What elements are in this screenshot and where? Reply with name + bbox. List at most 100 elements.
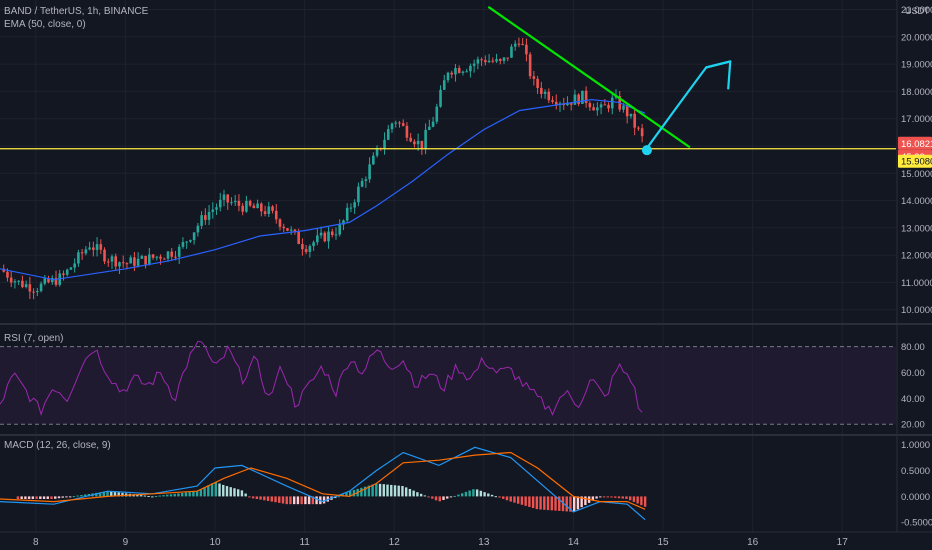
candle-body [375, 147, 379, 156]
macd-line [0, 446, 646, 521]
candle-body [349, 207, 353, 209]
candle-body [622, 105, 625, 110]
time-tick-label: 9 [123, 537, 129, 548]
candle-body [114, 256, 118, 267]
macd-histogram-bar [531, 496, 535, 509]
rsi-tick-label: 20.00 [901, 420, 925, 431]
macd-histogram-bar [214, 482, 217, 497]
ema-indicator-label[interactable]: EMA (50, close, 0) [4, 19, 86, 30]
macd-histogram-bar [39, 496, 42, 499]
macd-histogram-bar [248, 496, 251, 498]
candle-body [230, 202, 233, 204]
rsi-band-fill [0, 346, 896, 425]
macd-histogram-bar [166, 494, 169, 497]
candle-body [151, 254, 155, 258]
candle-body [487, 60, 491, 63]
candle-body [148, 254, 151, 265]
candle-body [155, 256, 159, 258]
macd-histogram-bar [225, 486, 229, 497]
macd-indicator-label[interactable]: MACD (12, 26, close, 9) [4, 440, 111, 451]
rsi-indicator-label[interactable]: RSI (7, open) [4, 333, 64, 344]
currency-label[interactable]: USDT [905, 6, 930, 16]
macd-histogram-bar [505, 496, 509, 501]
macd-histogram-bar [83, 494, 87, 497]
macd-histogram-bar [643, 496, 647, 507]
macd-histogram-bar [416, 492, 419, 497]
signal-line [0, 451, 646, 510]
price-tick-label: 14.0000 [901, 196, 932, 207]
macd-histogram-bar [408, 488, 412, 497]
macd-histogram-bar [382, 484, 385, 497]
symbol-title[interactable]: BAND / TetherUS, 1h, BINANCE [4, 6, 149, 17]
candle-body [569, 102, 573, 105]
candle-body [13, 281, 17, 283]
candle-body [54, 277, 58, 285]
macd-histogram-bar [423, 495, 427, 497]
price-tick-label: 19.0000 [901, 60, 932, 71]
breakout-arrow-head [705, 60, 732, 90]
price-tick-label: 15.0000 [901, 169, 932, 180]
candle-body [196, 225, 200, 233]
candle-body [401, 123, 405, 126]
time-tick-label: 11 [299, 537, 310, 548]
candle-body [495, 59, 498, 62]
macd-histogram-bar [68, 496, 72, 498]
candle-body [181, 242, 185, 247]
candle-body [599, 104, 603, 108]
macd-histogram-bar [203, 487, 206, 497]
macd-histogram-bar [576, 496, 580, 510]
candle-body [442, 80, 446, 90]
macd-histogram-bar [199, 489, 203, 497]
price-tick-label: 10.0000 [901, 305, 932, 316]
drawings[interactable] [0, 5, 896, 156]
ema-line [0, 98, 646, 281]
candle-body [62, 273, 65, 275]
candle-body [513, 43, 517, 47]
candle-body [543, 91, 547, 94]
macd-histogram-bar [154, 495, 158, 497]
macd-histogram-bar [110, 491, 113, 497]
candle-body [536, 78, 539, 88]
candle-body [166, 251, 170, 259]
macd-histogram-bar [240, 490, 244, 497]
macd-histogram-bar [431, 496, 434, 499]
macd-histogram-bar [636, 496, 639, 504]
macd-histogram-bar [139, 495, 143, 497]
candle-body [450, 72, 454, 75]
macd-histogram-bar [259, 496, 262, 500]
candle-body [207, 211, 211, 220]
macd-histogram-bar [289, 496, 292, 505]
macd-histogram-bar [285, 496, 288, 505]
macd-histogram-bar [595, 496, 598, 499]
macd-histogram-bar [464, 491, 468, 497]
macd-histogram-bar [617, 496, 621, 499]
macd-histogram-bar [614, 496, 617, 498]
macd-histogram-bar [610, 496, 613, 498]
time-tick-label: 16 [747, 537, 759, 548]
candle-body [200, 215, 203, 226]
macd-histogram-bar [490, 494, 494, 497]
candle-body [424, 129, 427, 149]
candle-body [185, 241, 188, 243]
candle-body [260, 203, 263, 212]
macd-histogram-bar [453, 495, 456, 497]
time-tick-label: 17 [837, 537, 849, 548]
candle-body [554, 101, 558, 105]
macd-histogram-bar [337, 496, 341, 498]
macd-histogram-bar [266, 496, 270, 501]
candle-body [297, 231, 300, 244]
macd-histogram-bar [322, 496, 326, 504]
macd-histogram-bar [307, 496, 311, 505]
candle-body [446, 72, 450, 81]
macd-histogram-bar [102, 491, 105, 497]
time-tick-label: 10 [209, 537, 221, 548]
macd-histogram-bar [640, 496, 643, 506]
candle-body [47, 278, 50, 283]
macd-histogram-bar [281, 496, 285, 504]
candle-body [472, 63, 476, 66]
support-price-badge: 15.9080 [901, 157, 932, 168]
macd-tick-label: -0.5000 [901, 518, 932, 529]
macd-tick-label: 0.5000 [901, 466, 930, 477]
